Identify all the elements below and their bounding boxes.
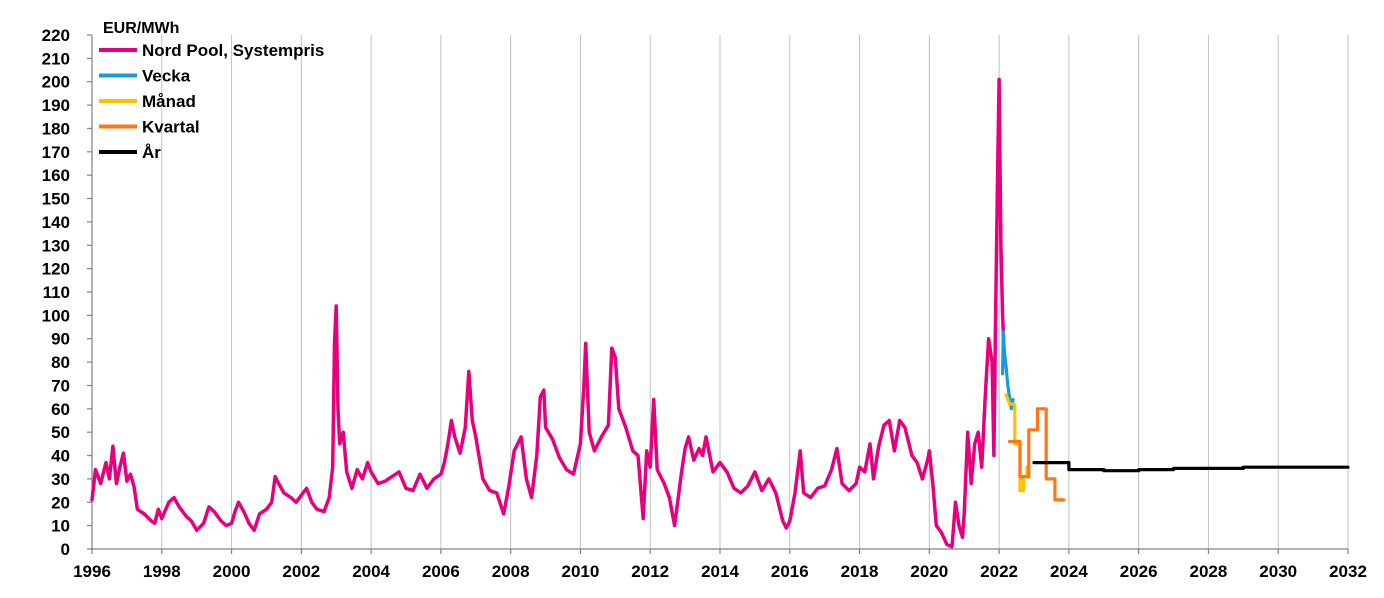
legend-label: Månad [142,92,196,111]
legend-label: Vecka [142,67,191,86]
x-tick-label: 2018 [841,562,879,581]
legend-label: Kvartal [142,118,200,137]
y-tick-label: 60 [51,400,70,419]
x-tick-label: 2024 [1050,562,1088,581]
x-tick-label: 1998 [143,562,181,581]
y-tick-label: 50 [51,423,70,442]
y-tick-label: 200 [42,73,70,92]
y-tick-label: 210 [42,49,70,68]
x-tick-label: 2002 [282,562,320,581]
y-tick-label: 70 [51,376,70,395]
y-tick-label: 190 [42,96,70,115]
x-tick-label: 1996 [73,562,111,581]
y-tick-label: 100 [42,306,70,325]
x-tick-label: 2022 [980,562,1018,581]
y-tick-label: 120 [42,260,70,279]
y-tick-label: 0 [61,540,70,559]
x-tick-label: 2030 [1259,562,1297,581]
x-tick-label: 2032 [1329,562,1367,581]
y-tick-label: 40 [51,447,70,466]
y-tick-label: 160 [42,166,70,185]
x-tick-label: 2014 [701,562,739,581]
y-tick-label: 90 [51,330,70,349]
y-tick-label: 170 [42,143,70,162]
x-tick-label: 2004 [352,562,390,581]
y-tick-label: 180 [42,119,70,138]
legend-label: Nord Pool, Systempris [142,41,324,60]
x-tick-label: 2016 [771,562,809,581]
x-tick-label: 2006 [422,562,460,581]
series-line-0 [90,77,1007,549]
y-axis-unit-label: EUR/MWh [103,20,179,37]
y-tick-label: 80 [51,353,70,372]
x-tick-label: 2010 [562,562,600,581]
series-line-1 [1001,330,1015,411]
series-lines [90,77,1350,549]
y-tick-label: 220 [42,26,70,45]
x-tick-label: 2000 [213,562,251,581]
series-line-4 [1032,461,1350,473]
y-tick-label: 10 [51,517,70,536]
x-tick-labels: 1996 1998 2000 2002 2004 2006 2008 2010 2012 2014… [73,562,1367,581]
series-line-3 [1008,407,1066,502]
y-tick-label: 110 [43,283,70,302]
legend: Nord Pool, Systempris Vecka Månad Kvartal År [99,41,324,162]
axes [87,34,1349,554]
x-tick-label: 2028 [1190,562,1228,581]
y-tick-label: 20 [51,493,70,512]
y-tick-label: 140 [42,213,70,232]
y-tick-label: 30 [51,470,70,489]
x-tick-label: 2020 [910,562,948,581]
y-tick-label: 150 [42,190,70,209]
x-tick-label: 2008 [492,562,530,581]
y-tick-label: 130 [42,236,70,255]
x-tick-label: 2026 [1120,562,1158,581]
legend-label: År [142,143,161,162]
y-tick-labels: 0 10 20 30 40 50 60 70 80 90 100 110 120 130 140 150 160… [42,26,70,559]
x-tick-label: 2012 [631,562,669,581]
